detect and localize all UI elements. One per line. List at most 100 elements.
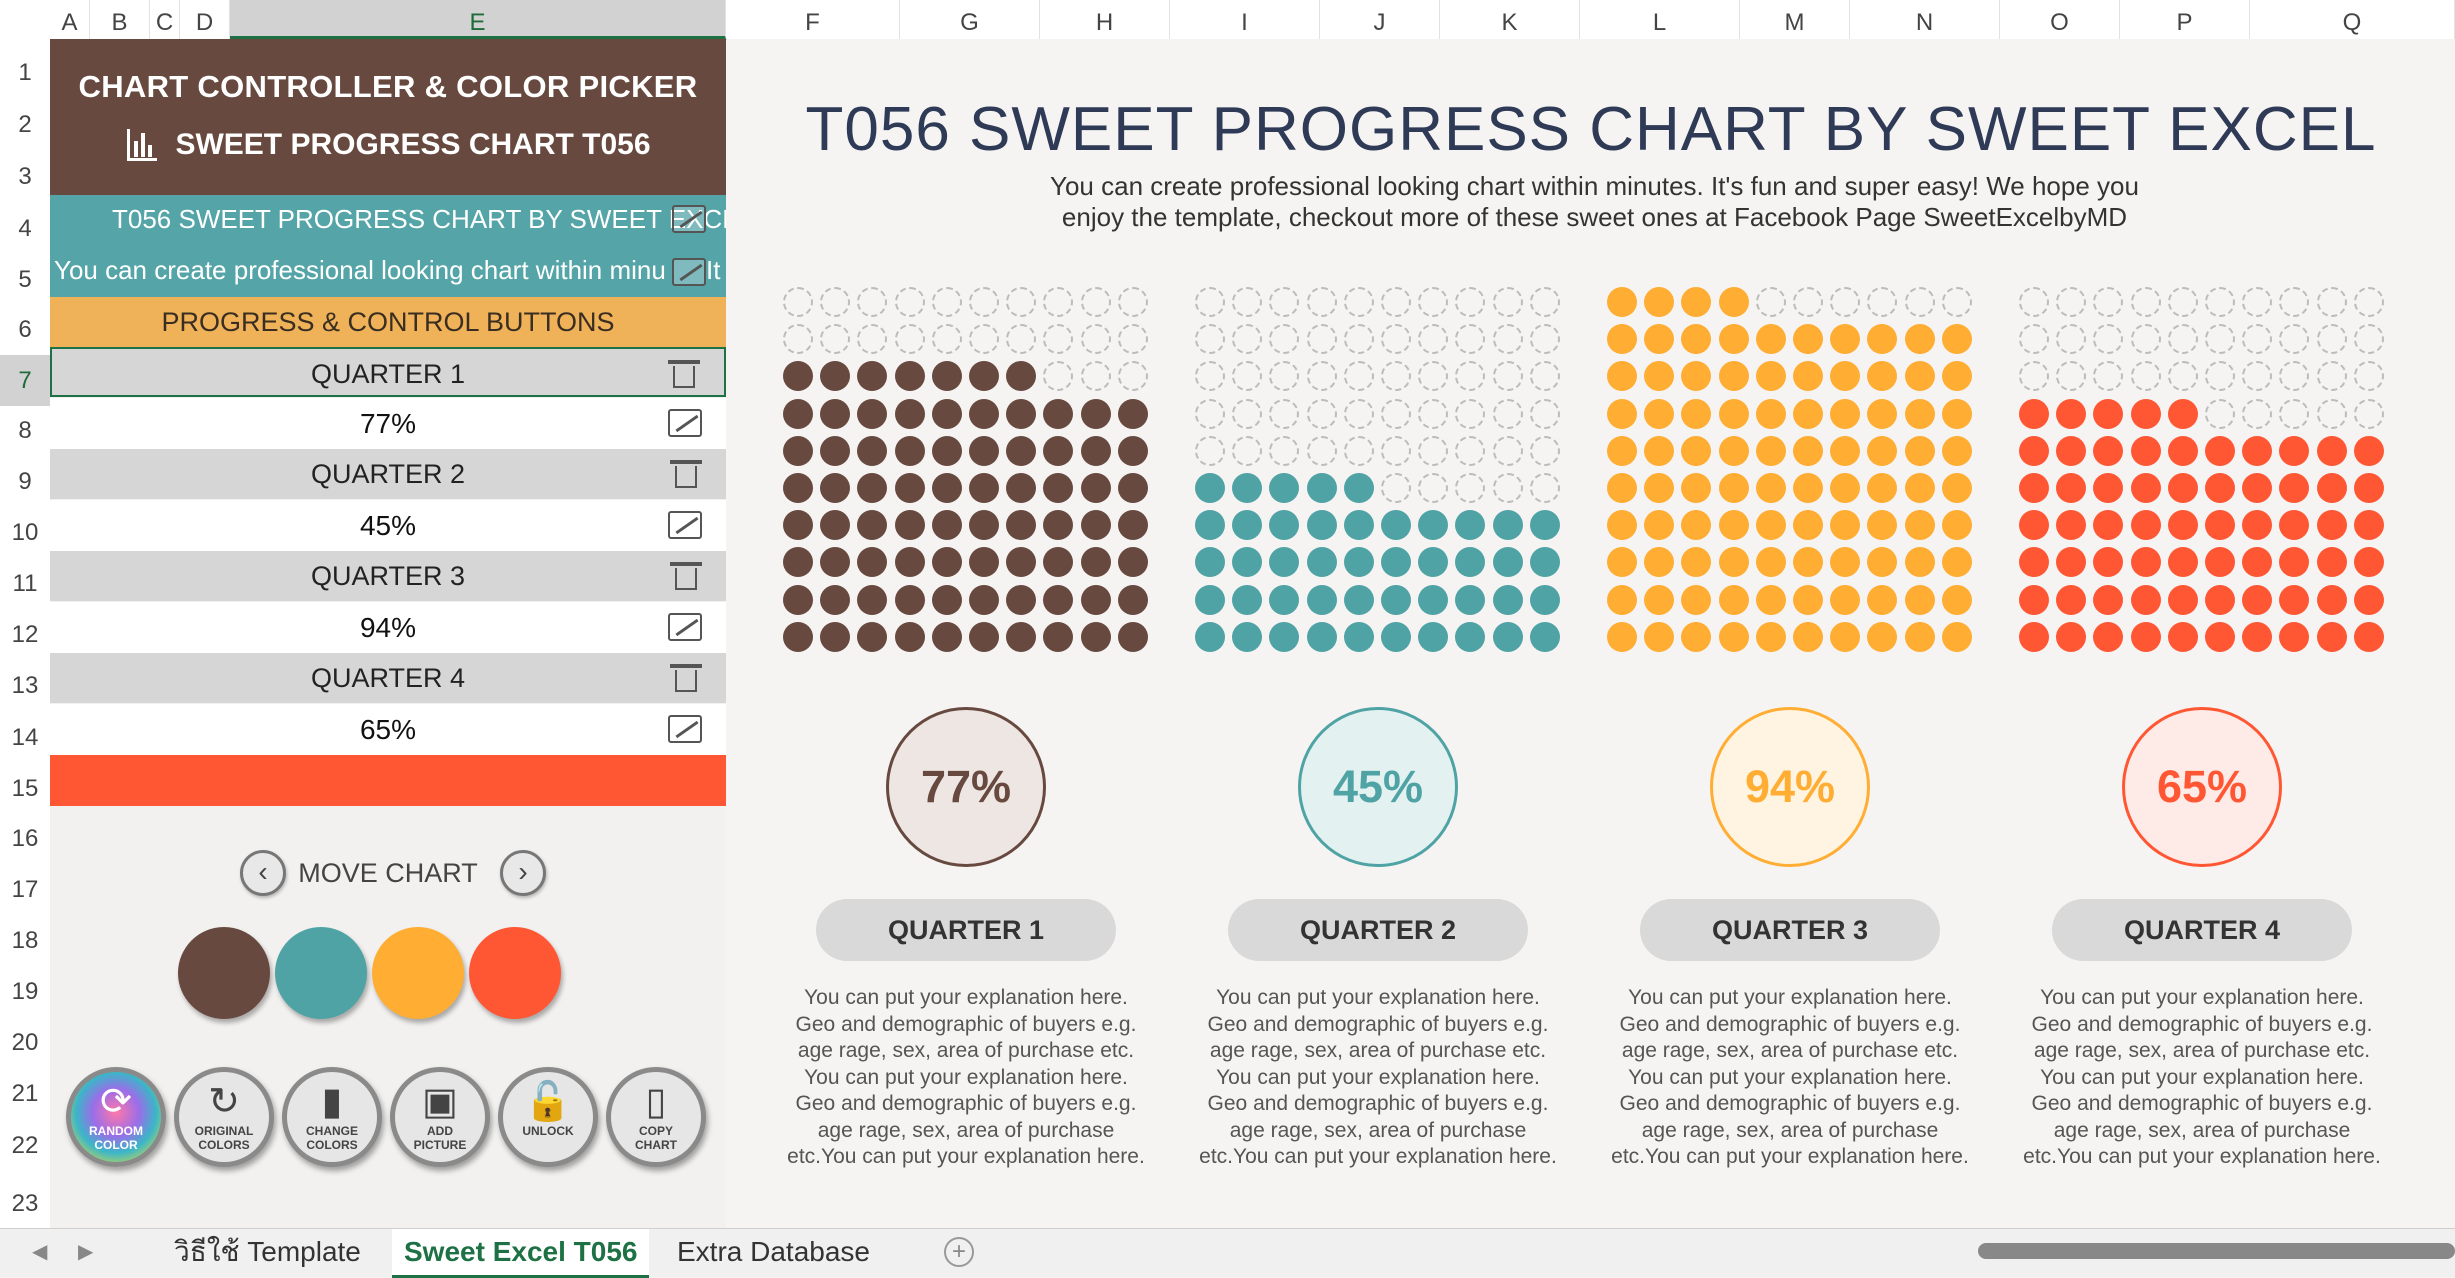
column-header-m[interactable]: M [1740,0,1850,39]
row-header-15[interactable]: 15 [11,774,39,802]
filled-dot [2056,621,2087,652]
row-header-3[interactable]: 3 [18,163,32,190]
row-header-5[interactable]: 5 [18,265,32,293]
quarter-label-row[interactable]: QUARTER 3 [50,551,726,601]
column-header-i[interactable]: I [1170,0,1320,39]
quarter-value-row[interactable]: 94% [50,602,726,653]
filled-dot [820,547,851,578]
row-header-16[interactable]: 16 [11,825,39,852]
tab-sweet-excel-t056[interactable]: Sweet Excel T056 [392,1229,650,1278]
column-header-a[interactable]: A [50,0,90,39]
column-header-c[interactable]: C [150,0,180,39]
horizontal-scrollbar[interactable] [1978,1243,2455,1259]
row-header-11[interactable]: 11 [12,570,38,597]
row-header-14[interactable]: 14 [11,723,39,751]
row-header-12[interactable]: 12 [11,621,39,648]
filled-dot [1043,621,1074,652]
column-header-n[interactable]: N [1850,0,2000,39]
trash-body [675,568,697,590]
color-swatch[interactable] [275,927,367,1019]
empty-dot [1306,435,1337,466]
quarter-label-row[interactable]: QUARTER 2 [50,449,726,499]
panel-header: CHART CONTROLLER & COLOR PICKER SWEET PR… [50,39,726,195]
quarter-value-row[interactable]: 77% [50,398,726,449]
row-header-19[interactable]: 19 [11,978,39,1005]
row-header-21[interactable]: 21 [11,1080,39,1107]
quarter-value-row[interactable]: 65% [50,704,726,755]
filled-dot [2130,473,2161,503]
trash-icon[interactable] [670,662,702,692]
tool-button-copy[interactable]: ▯ COPY CHART [606,1067,706,1167]
column-header-f[interactable]: F [726,0,900,39]
filled-dot [2167,473,2198,503]
tool-button-unlock[interactable]: 🔓 UNLOCK [498,1067,598,1167]
filled-dot [783,435,813,466]
row-header-22[interactable]: 22 [11,1131,39,1159]
trash-icon[interactable] [668,358,700,388]
row-header-7[interactable]: 7 [0,355,50,406]
row-header-8[interactable]: 8 [18,417,32,444]
column-header-h[interactable]: H [1040,0,1170,39]
row-header-2[interactable]: 2 [18,111,32,138]
chart-title-input[interactable]: T056 SWEET PROGRESS CHART BY SWEET EXCEL [50,195,726,246]
move-chart-right-button[interactable]: › [500,850,546,896]
row-header-6[interactable]: 6 [18,316,32,343]
quarter-label-row[interactable]: QUARTER 1 [50,347,726,397]
filled-dot [2316,621,2347,652]
filled-dot [1867,361,1898,392]
row-header-10[interactable]: 10 [11,519,39,546]
prev-sheet-icon[interactable]: ◀ [32,1241,48,1263]
edit-icon[interactable] [668,409,702,437]
tab-how-to-use[interactable]: วิธีใช้ Template [174,1236,361,1267]
empty-dot [857,287,888,317]
edit-icon[interactable] [668,613,702,641]
color-swatch[interactable] [178,927,270,1019]
column-header-k[interactable]: K [1440,0,1580,39]
quarter-value-row[interactable]: 45% [50,500,726,551]
column-header-o[interactable]: O [2000,0,2120,39]
filled-dot [1006,621,1037,652]
filled-dot [1418,621,1449,652]
row-header-18[interactable]: 18 [11,927,39,954]
empty-dot [1195,324,1225,355]
column-header-p[interactable]: P [2120,0,2250,39]
row-header-1[interactable]: 1 [18,59,32,86]
column-header-l[interactable]: L [1580,0,1740,39]
next-sheet-icon[interactable]: ▶ [78,1241,94,1263]
row-header-9[interactable]: 9 [18,468,32,495]
chart-description-input[interactable]: You can create professional looking char… [50,246,726,297]
accent-color-bar [50,755,726,806]
row-header-20[interactable]: 20 [11,1029,39,1056]
color-swatch[interactable] [469,927,561,1019]
filled-dot [2316,510,2347,541]
column-header-q[interactable]: Q [2250,0,2455,39]
column-header-g[interactable]: G [900,0,1040,39]
filled-dot [1681,584,1712,615]
tool-button-random[interactable]: ⟳ RANDOM COLOR [66,1067,166,1167]
column-header-b[interactable]: B [90,0,150,39]
edit-icon[interactable] [672,258,706,286]
color-swatch[interactable] [372,927,464,1019]
trash-icon[interactable] [670,458,702,488]
row-header-4[interactable]: 4 [18,214,32,242]
row-header-13[interactable]: 13 [11,672,39,699]
column-header-j[interactable]: J [1320,0,1440,39]
tool-button-change[interactable]: ▮ CHANGE COLORS [282,1067,382,1167]
edit-icon[interactable] [668,511,702,539]
trash-icon[interactable] [670,560,702,590]
edit-icon[interactable] [668,715,702,743]
filled-dot [1718,547,1749,578]
column-header-d[interactable]: D [180,0,230,39]
tool-button-original[interactable]: ↻ ORIGINAL COLORS [174,1067,274,1167]
row-header-17[interactable]: 17 [11,876,39,903]
quarter-label-row[interactable]: QUARTER 4 [50,653,726,703]
move-chart-left-button[interactable]: ‹ [240,850,286,896]
row-header-23[interactable]: 23 [11,1189,39,1217]
filled-dot [969,621,999,652]
column-header-e[interactable]: E [230,0,726,39]
add-sheet-icon[interactable]: + [944,1237,974,1267]
tool-button-add[interactable]: ▣ ADD PICTURE [390,1067,490,1167]
edit-icon[interactable] [672,205,706,233]
tab-extra-database[interactable]: Extra Database [677,1236,870,1267]
chart-title: T056 SWEET PROGRESS CHART BY SWEET EXCEL [805,95,2377,164]
